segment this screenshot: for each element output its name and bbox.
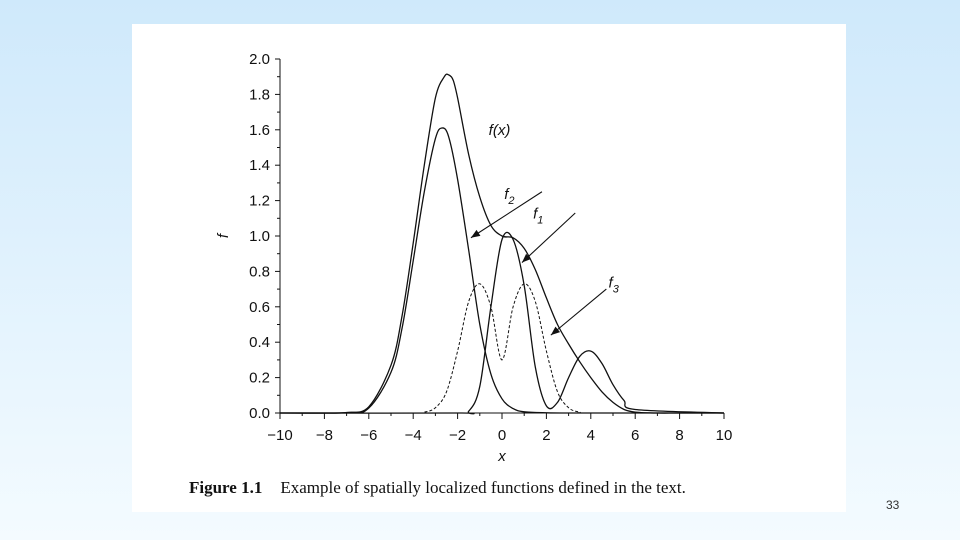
x-tick-label: −2	[449, 427, 466, 444]
x-tick-label: −6	[360, 427, 377, 444]
y-tick-label: 1.0	[249, 228, 270, 245]
x-tick-label: 6	[631, 427, 639, 444]
x-tick-label: 10	[716, 427, 733, 444]
figure-number: Figure 1.1	[189, 478, 263, 497]
curve-label-fx: f(x)	[489, 122, 511, 139]
annotation-arrow-line	[470, 191, 543, 239]
x-tick-label: 0	[498, 427, 506, 444]
y-tick-label: 1.8	[249, 86, 270, 103]
x-tick-label: 8	[675, 427, 683, 444]
series-line-f1	[279, 231, 725, 415]
y-tick-label: 1.6	[249, 122, 270, 139]
annotation-arrowhead	[470, 229, 481, 238]
caption-text: Example of spatially localized functions…	[280, 478, 686, 497]
x-tick-label: 4	[587, 427, 595, 444]
y-axis-title: f	[215, 232, 232, 238]
y-tick-label: 0.2	[249, 370, 270, 387]
y-tick-label: 0.8	[249, 263, 270, 280]
x-tick-label: 2	[542, 427, 550, 444]
figure-panel: −10 −8 −6 −4 −2 0 2 4 6 8 10 0.0 0.2 0.4 0.6 0.8 1.0 1.2 1…	[132, 24, 846, 512]
annotation-arrowhead	[521, 253, 532, 263]
slide-number: 33	[886, 498, 900, 512]
axes: −10 −8 −6 −4 −2 0 2 4 6 8 10 0.0 0.2 0.4 0.6 0.8 1.0 1.2 1…	[215, 51, 732, 465]
y-tick-label: 2.0	[249, 51, 270, 68]
y-tick-label: 1.4	[249, 157, 270, 174]
y-tick-label: 0.0	[249, 405, 270, 422]
x-tick-label: −10	[267, 427, 292, 444]
curve-label-f1: f1	[533, 205, 543, 226]
annotation-arrowhead	[550, 326, 561, 336]
series-line-f2	[279, 127, 724, 414]
annotation-arrow-line	[521, 212, 576, 263]
figure-caption: Figure 1.1 Example of spatially localized…	[189, 478, 686, 498]
y-tick-label: 1.2	[249, 193, 270, 210]
annotation-arrow-line	[550, 288, 607, 336]
x-axis-title: x	[497, 448, 506, 465]
series-line-f3	[279, 283, 725, 414]
annotations-layer: f(x) f2 f1 f3	[470, 122, 620, 336]
y-tick-label: 0.4	[249, 334, 270, 351]
series-layer	[279, 73, 725, 415]
curve-label-f3: f3	[609, 274, 620, 295]
curve-label-f2: f2	[504, 186, 514, 207]
series-line-fx	[279, 73, 724, 414]
x-tick-label: −4	[405, 427, 422, 444]
y-tick-label: 0.6	[249, 299, 270, 316]
chart: −10 −8 −6 −4 −2 0 2 4 6 8 10 0.0 0.2 0.4 0.6 0.8 1.0 1.2 1…	[215, 51, 732, 465]
x-tick-label: −8	[316, 427, 333, 444]
